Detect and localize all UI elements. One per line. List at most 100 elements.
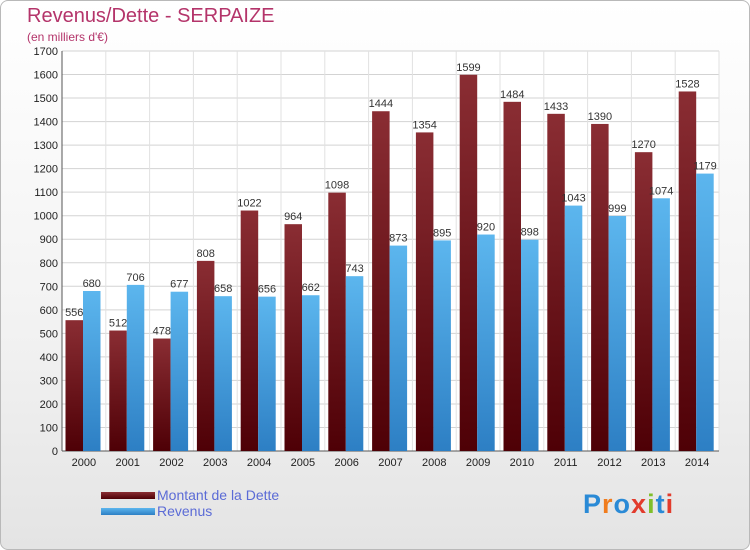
x-tick-label: 2007 xyxy=(378,457,402,469)
value-label: 658 xyxy=(214,283,232,295)
legend-swatch-dette xyxy=(101,491,155,499)
value-label: 662 xyxy=(302,282,320,294)
logo-letter: r xyxy=(602,489,614,519)
bar-revenus-2001 xyxy=(126,284,145,451)
value-label: 677 xyxy=(170,279,188,291)
logo-letter: t xyxy=(655,489,666,519)
value-label: 1484 xyxy=(500,89,524,101)
logo-letter: x xyxy=(631,489,648,519)
y-tick-label: 400 xyxy=(40,352,58,364)
y-tick-label: 1000 xyxy=(34,211,58,223)
bar-dette-2004 xyxy=(240,210,259,451)
value-label: 873 xyxy=(389,233,407,245)
x-tick-label: 2010 xyxy=(510,457,534,469)
y-tick-label: 0 xyxy=(52,446,58,458)
x-tick-label: 2001 xyxy=(115,457,139,469)
bar-dette-2008 xyxy=(415,132,434,452)
x-tick-label: 2013 xyxy=(641,457,665,469)
value-label: 808 xyxy=(196,248,214,260)
bar-dette-2012 xyxy=(591,123,609,452)
chart-subtitle: (en milliers d'€) xyxy=(27,30,108,44)
bar-dette-2002 xyxy=(153,338,171,451)
legend-item-dette: Montant de la Dette xyxy=(101,487,279,503)
bars xyxy=(65,74,714,452)
value-label: 920 xyxy=(477,222,495,234)
value-label: 1179 xyxy=(693,161,717,173)
x-tick-label: 2004 xyxy=(247,457,271,469)
bar-revenus-2000 xyxy=(83,291,101,451)
value-labels: 556 680 512 706 478 677 808 658 1022 656 964 662 109… xyxy=(65,62,717,338)
value-label: 898 xyxy=(521,227,539,239)
bar-revenus-2010 xyxy=(521,239,539,451)
bar-revenus-2012 xyxy=(608,215,627,451)
bar-revenus-2002 xyxy=(170,291,189,451)
bar-dette-2009 xyxy=(459,74,478,451)
logo-letter: i xyxy=(665,489,675,519)
x-axis: 2000 2001 2002 2003 2004 2005 2006 2007 2008 2009… xyxy=(72,457,710,469)
legend-label-dette: Montant de la Dette xyxy=(157,487,280,503)
bar-dette-2003 xyxy=(196,260,215,451)
bar-revenus-2005 xyxy=(302,295,320,451)
y-tick-label: 700 xyxy=(40,281,58,293)
value-label: 1074 xyxy=(649,185,673,197)
y-tick-label: 100 xyxy=(40,422,58,434)
bar-revenus-2011 xyxy=(564,205,583,451)
y-tick-label: 1600 xyxy=(34,70,58,82)
y-tick-label: 1300 xyxy=(34,140,58,152)
legend-item-revenus: Revenus xyxy=(101,503,279,519)
x-tick-label: 2005 xyxy=(291,457,315,469)
logo-letter: i xyxy=(647,489,656,519)
bar-dette-2013 xyxy=(634,152,653,452)
value-label: 512 xyxy=(109,318,127,330)
x-tick-label: 2006 xyxy=(334,457,358,469)
y-tick-label: 300 xyxy=(40,375,58,387)
value-label: 1098 xyxy=(325,180,349,192)
x-tick-label: 2002 xyxy=(159,457,183,469)
legend-swatch-revenus xyxy=(101,507,155,515)
bar-dette-2001 xyxy=(109,330,127,451)
value-label: 1022 xyxy=(237,198,261,210)
bar-revenus-2006 xyxy=(345,276,364,451)
value-label: 895 xyxy=(433,227,451,239)
value-label: 1043 xyxy=(561,193,585,205)
value-label: 556 xyxy=(65,307,83,319)
logo-letter: o xyxy=(613,489,632,519)
y-tick-label: 1400 xyxy=(34,117,58,129)
value-label: 1390 xyxy=(588,111,612,123)
bar-dette-2007 xyxy=(372,111,390,451)
bar-revenus-2014 xyxy=(696,173,714,451)
y-tick-label: 1200 xyxy=(34,164,58,176)
value-label: 964 xyxy=(284,211,302,223)
bar-chart: 0 100 200 300 400 500 600 700 800 900 1000 1100 1200… xyxy=(34,46,720,469)
value-label: 1270 xyxy=(631,139,655,151)
x-tick-label: 2000 xyxy=(72,457,96,469)
proxiti-logo: Proxiti xyxy=(583,489,674,520)
value-label: 1354 xyxy=(412,119,436,131)
bar-dette-2005 xyxy=(284,224,302,451)
bar-revenus-2003 xyxy=(214,296,232,451)
y-tick-label: 500 xyxy=(40,328,58,340)
x-tick-label: 2009 xyxy=(466,457,490,469)
bar-dette-2010 xyxy=(503,101,521,451)
y-tick-label: 800 xyxy=(40,258,58,270)
x-tick-label: 2008 xyxy=(422,457,446,469)
bar-dette-2014 xyxy=(678,91,697,452)
bar-revenus-2004 xyxy=(258,296,276,451)
value-label: 706 xyxy=(126,272,144,284)
y-tick-label: 1100 xyxy=(34,187,58,199)
value-label: 656 xyxy=(258,284,276,296)
bar-revenus-2013 xyxy=(652,198,670,451)
value-label: 680 xyxy=(83,278,101,290)
value-label: 1433 xyxy=(544,101,568,113)
y-tick-label: 900 xyxy=(40,234,58,246)
bar-dette-2006 xyxy=(328,192,346,451)
y-tick-label: 600 xyxy=(40,305,58,317)
legend: Montant de la Dette Revenus xyxy=(101,487,279,519)
value-label: 1444 xyxy=(369,98,393,110)
y-tick-label: 1700 xyxy=(34,46,58,58)
bar-revenus-2007 xyxy=(389,245,408,451)
bar-revenus-2009 xyxy=(477,234,495,451)
x-tick-label: 2012 xyxy=(597,457,621,469)
y-tick-label: 1500 xyxy=(34,93,58,105)
